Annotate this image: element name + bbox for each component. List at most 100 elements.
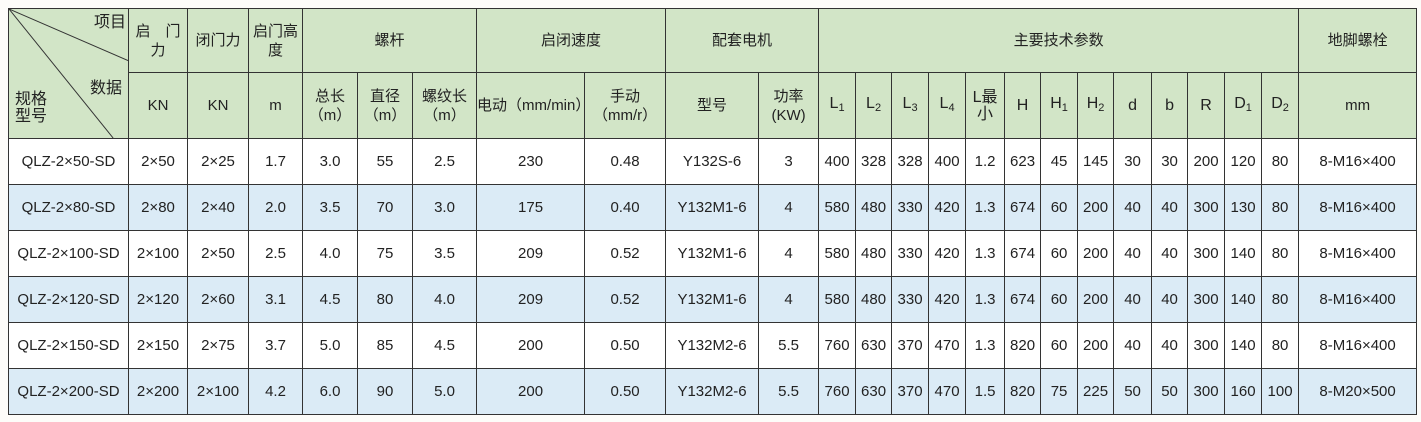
- table-cell: 1.3: [965, 230, 1006, 277]
- table-cell: 1.2: [965, 138, 1006, 185]
- table-cell: 2.5: [411, 138, 478, 185]
- table-cell: Y132M1-6: [665, 230, 760, 277]
- param-header: H1: [1040, 72, 1079, 139]
- table-cell: 5.0: [302, 322, 358, 369]
- table-cell: 0.52: [584, 276, 667, 323]
- param-header-label: b: [1165, 97, 1175, 114]
- table-cell: 2×50: [187, 230, 249, 277]
- table-cell: 8-M16×400: [1298, 230, 1418, 277]
- param-header-subscript: 1: [838, 101, 845, 114]
- table-cell: 4: [758, 276, 820, 323]
- table-cell: 760: [818, 368, 857, 415]
- table-cell: 630: [855, 368, 893, 415]
- table-cell: 60: [1040, 322, 1079, 369]
- model-cell: QLZ-2×120-SD: [8, 276, 129, 323]
- header-screw: 螺杆: [301, 8, 478, 73]
- table-cell: 4.0: [411, 276, 478, 323]
- unit-close-force: KN: [187, 72, 249, 139]
- table-cell: 3.1: [248, 276, 303, 323]
- unit-screw-total: 总长（m）: [302, 72, 358, 139]
- table-cell: 820: [1004, 322, 1042, 369]
- table-cell: 8-M16×400: [1298, 138, 1418, 185]
- table-cell: 40: [1113, 184, 1153, 231]
- table-cell: 3.5: [411, 230, 478, 277]
- table-cell: 60: [1040, 276, 1079, 323]
- model-cell: QLZ-2×80-SD: [8, 184, 129, 231]
- table-cell: 0.50: [584, 322, 667, 369]
- table-cell: 2×25: [187, 138, 249, 185]
- table-cell: 400: [818, 138, 857, 185]
- param-header: L2: [855, 72, 893, 139]
- table-cell: 370: [891, 322, 930, 369]
- table-cell: 40: [1151, 276, 1189, 323]
- header-motor: 配套电机: [665, 8, 820, 73]
- table-cell: 2×100: [187, 368, 249, 415]
- header-params: 主要技术参数: [818, 8, 1300, 73]
- table-cell: 2×50: [128, 138, 188, 185]
- table-cell: 145: [1077, 138, 1115, 185]
- table-cell: 30: [1151, 138, 1189, 185]
- table-cell: 40: [1151, 230, 1189, 277]
- param-header: D1: [1224, 72, 1263, 139]
- diagonal-lines: [9, 9, 128, 138]
- table-cell: 30: [1113, 138, 1153, 185]
- table-cell: 80: [1261, 230, 1300, 277]
- table-cell: 90: [357, 368, 413, 415]
- table-row: QLZ-2×50-SD 2×50 2×25 1.7 3.0 55 2.5 230 0.48 Y13…: [8, 138, 1418, 185]
- unit-speed-manual: 手动（mm/r）: [584, 72, 667, 139]
- header-anchor: 地脚螺栓: [1298, 8, 1418, 73]
- table-cell: 8-M16×400: [1298, 184, 1418, 231]
- table-cell: 0.52: [584, 230, 667, 277]
- unit-anchor: mm: [1298, 72, 1418, 139]
- table-cell: 330: [891, 276, 930, 323]
- table-cell: 1.5: [965, 368, 1006, 415]
- table-cell: 140: [1224, 322, 1263, 369]
- corner-model-label: 规格型号: [15, 91, 48, 125]
- table-cell: 4.0: [302, 230, 358, 277]
- model-cell: QLZ-2×50-SD: [8, 138, 129, 185]
- table-cell: 470: [928, 322, 967, 369]
- table-cell: 100: [1261, 368, 1300, 415]
- table-cell: 45: [1040, 138, 1079, 185]
- table-cell: 3.5: [302, 184, 358, 231]
- table-cell: 40: [1151, 184, 1189, 231]
- param-header: H2: [1077, 72, 1115, 139]
- table-cell: 300: [1187, 230, 1226, 277]
- table-row: QLZ-2×150-SD 2×150 2×75 3.7 5.0 85 4.5 200 0.50 Y…: [8, 322, 1418, 369]
- table-cell: 200: [1077, 322, 1115, 369]
- table-cell: 2.5: [248, 230, 303, 277]
- param-header: R: [1187, 72, 1226, 139]
- table-cell: 2×75: [187, 322, 249, 369]
- param-header-subscript: 4: [948, 101, 955, 114]
- param-header-subscript: 1: [1245, 101, 1252, 114]
- param-header-label: L: [939, 94, 949, 112]
- model-cell: QLZ-2×150-SD: [8, 322, 129, 369]
- table-cell: 40: [1113, 230, 1153, 277]
- table-cell: 225: [1077, 368, 1115, 415]
- table-cell: 40: [1113, 276, 1153, 323]
- table-cell: Y132S-6: [665, 138, 760, 185]
- table-cell: 630: [855, 322, 893, 369]
- table-cell: 0.40: [584, 184, 667, 231]
- table-cell: 300: [1187, 276, 1226, 323]
- table-cell: 200: [476, 368, 586, 415]
- param-header: L3: [891, 72, 930, 139]
- table-cell: 330: [891, 230, 930, 277]
- table-cell: 480: [855, 276, 893, 323]
- param-header: L1: [818, 72, 857, 139]
- param-header-label: L最小: [972, 88, 998, 123]
- table-cell: 370: [891, 368, 930, 415]
- table-row: QLZ-2×80-SD 2×80 2×40 2.0 3.5 70 3.0 175 0.40 Y13…: [8, 184, 1418, 231]
- table-cell: 0.50: [584, 368, 667, 415]
- param-header: L4: [928, 72, 967, 139]
- table-cell: 55: [357, 138, 413, 185]
- table-cell: 80: [1261, 276, 1300, 323]
- param-header-subscript: 2: [1098, 101, 1105, 114]
- table-body: QLZ-2×50-SD 2×50 2×25 1.7 3.0 55 2.5 230 0.48 Y13…: [8, 138, 1418, 415]
- table-row: QLZ-2×100-SD 2×100 2×50 2.5 4.0 75 3.5 209 0.52 Y…: [8, 230, 1418, 277]
- table-cell: Y132M1-6: [665, 276, 760, 323]
- table-cell: 760: [818, 322, 857, 369]
- table-cell: 1.3: [965, 184, 1006, 231]
- table-cell: 1.3: [965, 322, 1006, 369]
- table-cell: 2×200: [128, 368, 188, 415]
